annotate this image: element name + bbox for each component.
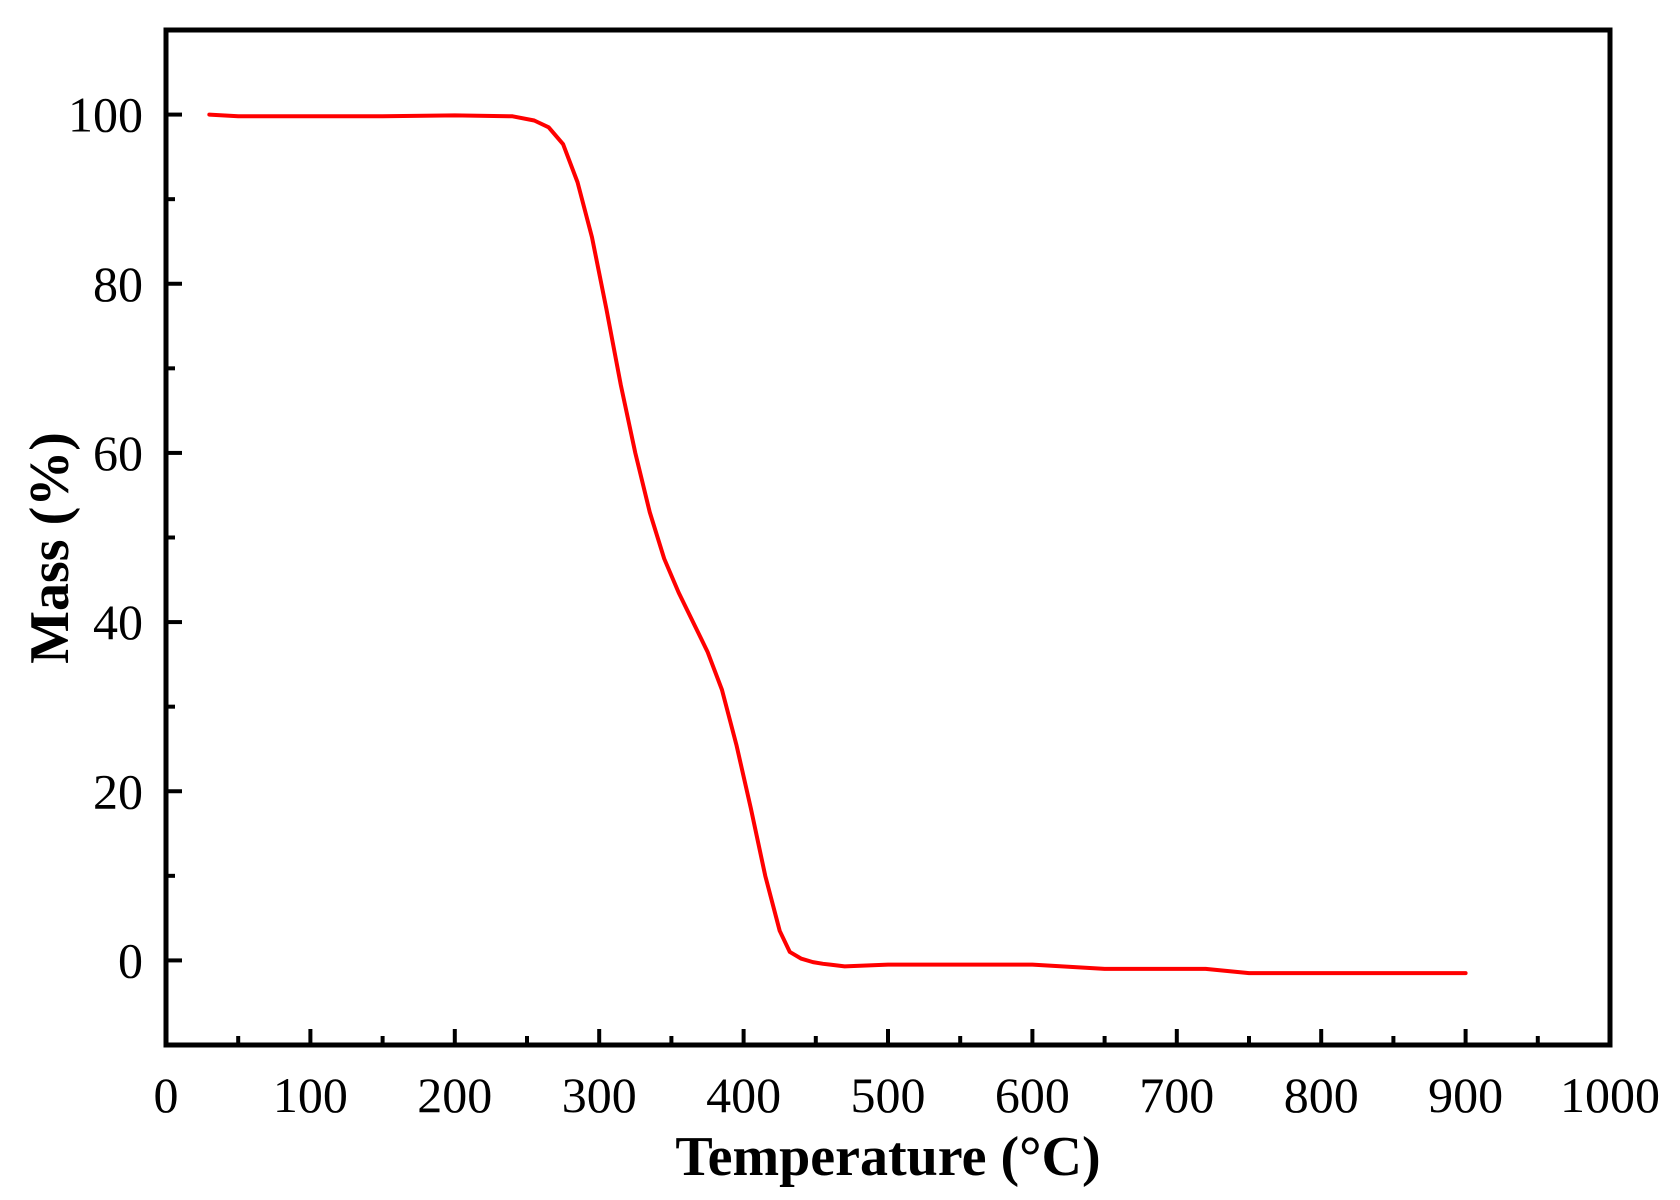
y-tick-label: 0 xyxy=(118,932,143,988)
x-tick-label: 300 xyxy=(562,1067,637,1123)
x-tick-label: 700 xyxy=(1139,1067,1214,1123)
y-tick-label: 80 xyxy=(93,256,143,312)
x-tick-label: 1000 xyxy=(1560,1067,1660,1123)
x-axis-tick-labels: 0 100 200 300 400 500 600 700 800 900 1000 xyxy=(154,1067,1661,1123)
x-tick-label: 0 xyxy=(154,1067,179,1123)
series-line-0 xyxy=(207,112,1468,976)
y-tick-label: 60 xyxy=(93,425,143,481)
x-tick-label: 500 xyxy=(851,1067,926,1123)
plot-area xyxy=(207,112,1468,976)
y-tick-label: 40 xyxy=(93,594,143,650)
x-tick-label: 900 xyxy=(1428,1067,1503,1123)
y-axis-title: Mass (%) xyxy=(19,432,81,664)
y-tick-label: 100 xyxy=(68,87,143,143)
x-tick-label: 600 xyxy=(995,1067,1070,1123)
x-tick-label: 100 xyxy=(273,1067,348,1123)
plot-frame xyxy=(163,27,1613,1048)
x-tick-label: 800 xyxy=(1284,1067,1359,1123)
y-axis-ticks xyxy=(166,28,182,1047)
x-axis-ticks xyxy=(164,1029,1612,1045)
x-tick-label: 400 xyxy=(706,1067,781,1123)
x-tick-label: 200 xyxy=(417,1067,492,1123)
y-tick-label: 20 xyxy=(93,763,143,819)
y-axis-tick-labels: 0 20 40 60 80 100 xyxy=(68,87,143,989)
x-axis-title: Temperature (°C) xyxy=(675,1126,1100,1188)
